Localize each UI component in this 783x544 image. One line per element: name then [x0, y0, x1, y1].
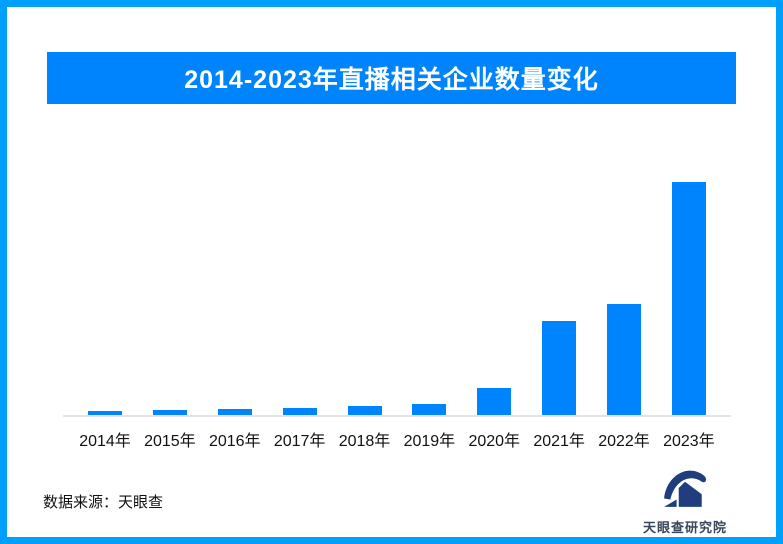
- x-tick-label-2015年: 2015年: [144, 433, 196, 450]
- bar-column-2019年: [399, 175, 459, 415]
- x-tick-label-2021年: 2021年: [533, 433, 585, 450]
- bar-2021年: [542, 321, 577, 415]
- bar-2017年: [282, 408, 317, 415]
- x-axis-labels: 2014年 2015年 2016年 2017年 2018年 2019年 2020年 2021年…: [63, 427, 731, 451]
- data-source-label: 数据来源：天眼查: [43, 494, 164, 511]
- bar-2018年: [347, 406, 382, 415]
- x-tick-label-2022年: 2022年: [598, 433, 650, 450]
- bar-column-2022年: [594, 175, 654, 415]
- bar-column-2018年: [335, 175, 395, 415]
- bar-column-2015年: [140, 175, 200, 415]
- bar-2019年: [412, 404, 447, 415]
- x-tick-label-2017年: 2017年: [273, 433, 326, 450]
- bar-2015年: [152, 410, 187, 415]
- bar-column-2014年: [75, 175, 135, 415]
- x-tick-label-2016年: 2016年: [208, 433, 261, 450]
- chart-title: 2014-2023年直播相关企业数量变化: [184, 66, 599, 94]
- x-tick-label-2020年: 2020年: [468, 433, 521, 450]
- bar-column-2016年: [205, 175, 265, 415]
- bars-row: [63, 175, 731, 417]
- bar-column-2021年: [529, 175, 589, 415]
- tianyancha-logo: 天眼查研究院: [630, 467, 740, 536]
- x-tick-label-2023年: 2023年: [663, 433, 715, 450]
- bar-column-2020年: [464, 175, 524, 415]
- logo-text: 天眼查研究院: [642, 520, 727, 535]
- bar-2014年: [88, 411, 122, 415]
- x-tick-label-2018年: 2018年: [338, 433, 391, 450]
- x-tick-label-2019年: 2019年: [403, 433, 456, 450]
- bar-2020年: [477, 388, 512, 415]
- title-banner: 2014-2023年直播相关企业数量变化: [47, 52, 736, 104]
- bar-column-2017年: [270, 175, 330, 415]
- bar-column-2023年: [659, 175, 719, 415]
- bar-2023年: [671, 182, 706, 415]
- x-tick-label-2014年: 2014年: [79, 433, 131, 450]
- bar-2016年: [217, 409, 252, 415]
- bar-2022年: [607, 304, 641, 415]
- tianyancha-logo-icon: [662, 467, 708, 514]
